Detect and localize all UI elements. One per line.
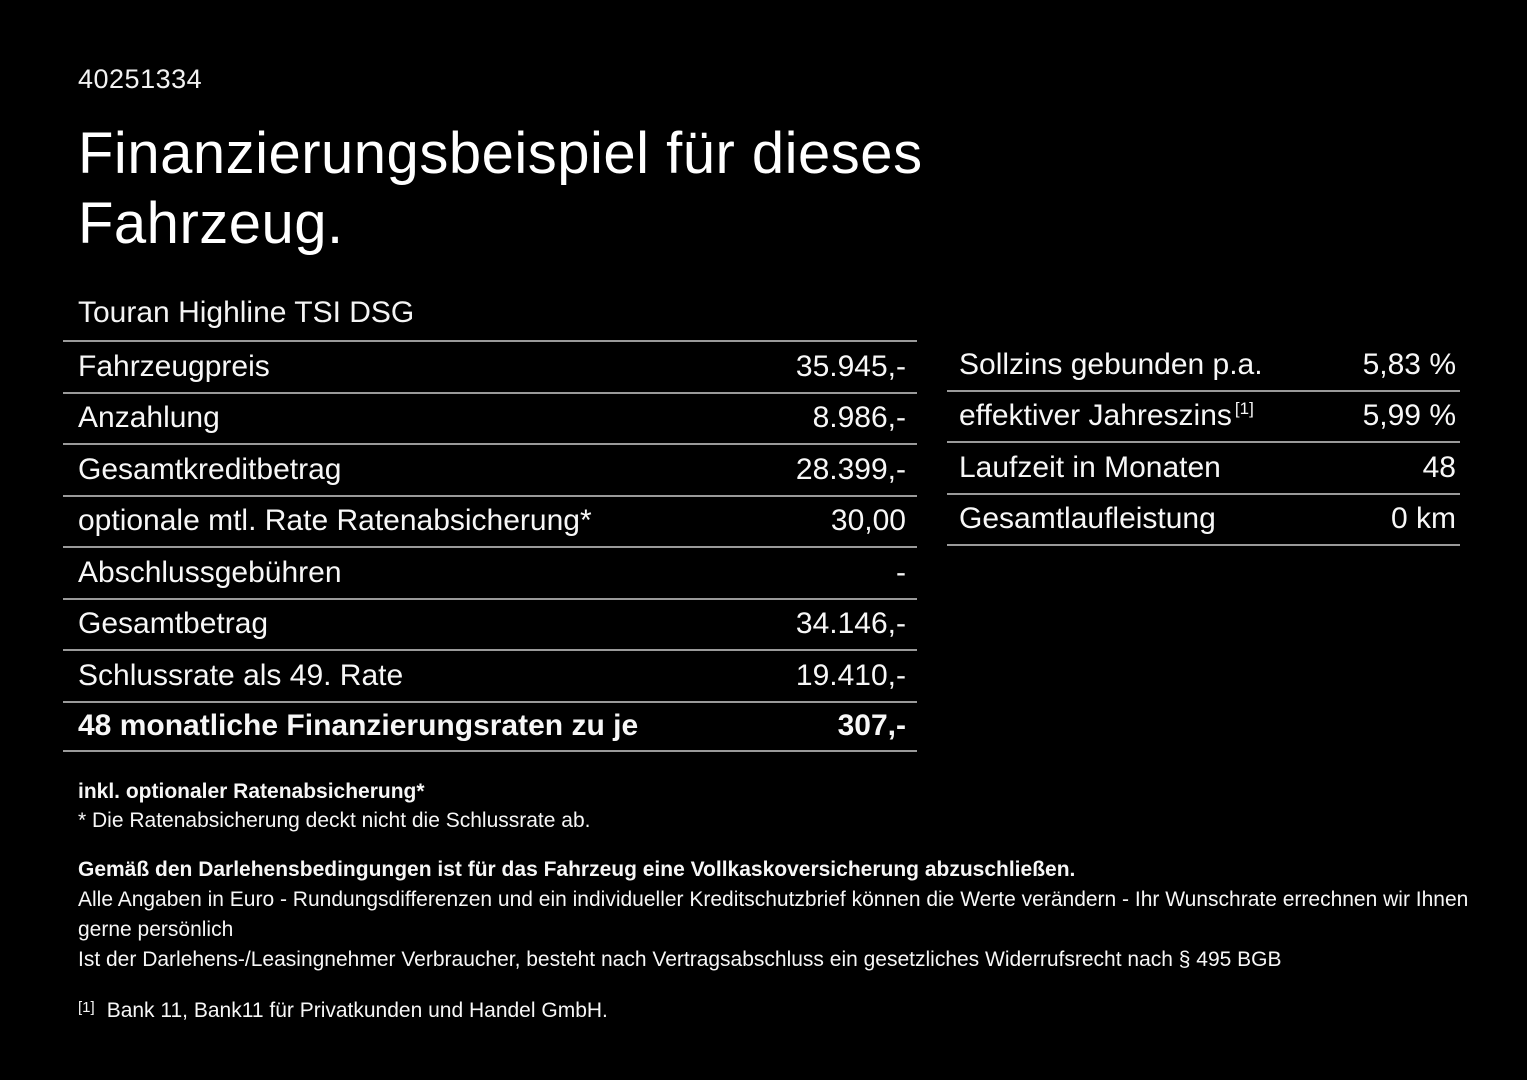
asterisk-note: * Die Ratenabsicherung deckt nicht die S… [78,809,591,832]
row-abschlussgebuehren: Abschlussgebühren - [63,546,917,598]
row-value: 5,83 % [1362,347,1456,381]
row-effektiver-jahreszins: effektiver Jahreszins [1] 5,99 % [947,392,1460,443]
row-label: effektiver Jahreszins [1] [959,399,1254,433]
row-label: Abschlussgebühren [78,555,342,589]
page-title-line1: Finanzierungsbeispiel für dieses [78,121,923,186]
row-schlussrate: Schlussrate als 49. Rate 19.410,- [63,649,917,701]
row-anzahlung: Anzahlung 8.986,- [63,391,917,444]
legal-notes: Gemäß den Darlehensbedingungen ist für d… [78,855,1527,975]
row-gesamtkreditbetrag: Gesamtkreditbetrag 28.399,- [63,443,917,495]
row-value: 5,99 % [1362,399,1456,433]
row-label: Laufzeit in Monaten [959,450,1221,484]
incl-ratenabsicherung-note: inkl. optionaler Ratenabsicherung* [78,780,425,803]
row-label: Schlussrate als 49. Rate [78,658,404,692]
row-label: Gesamtkreditbetrag [78,452,342,486]
insurance-requirement-note: Gemäß den Darlehensbedingungen ist für d… [78,858,1076,881]
row-value: 30,00 [830,504,906,538]
row-value: 34.146,- [795,607,906,641]
financing-example-page: 40251334 Finanzierungsbeispiel für diese… [63,64,1527,1025]
row-monatsraten: 48 monatliche Finanzierungsraten zu je 3… [63,700,917,752]
row-ratenabsicherung: optionale mtl. Rate Ratenabsicherung* 30… [63,494,917,547]
page-title: Finanzierungsbeispiel für dieses Fahrzeu… [78,119,1527,259]
row-value: - [896,555,906,589]
conditions-column: Sollzins gebunden p.a. 5,83 % effektiver… [947,340,1460,546]
disclaimer-line1: Alle Angaben in Euro - Rundungsdifferenz… [78,888,1469,941]
row-value: 35.945,- [795,349,906,383]
conditions-table: Sollzins gebunden p.a. 5,83 % effektiver… [947,340,1460,546]
page-title-line2: Fahrzeug. [78,191,344,256]
row-label: Sollzins gebunden p.a. [959,347,1263,381]
row-value: 28.399,- [795,452,906,486]
row-label: Gesamtbetrag [78,607,269,641]
row-value: 19.410,- [795,658,906,692]
footnote-text: Bank 11, Bank11 für Privatkunden und Han… [106,999,608,1022]
payment-table: Fahrzeugpreis 35.945,- Anzahlung 8.986,-… [63,340,917,752]
footnote-reference: [1] [1234,399,1254,419]
row-fahrzeugpreis: Fahrzeugpreis 35.945,- [63,340,917,392]
footer-notes: inkl. optionaler Ratenabsicherung* * Die… [78,777,1527,1025]
row-value: 0 km [1390,502,1456,536]
financing-tables: Touran Highline TSI DSG Fahrzeugpreis 35… [63,293,1527,752]
footnote-marker: [1] [78,999,95,1016]
row-value: 48 [1422,450,1456,484]
row-label: Gesamtlaufleistung [959,502,1216,536]
payment-column: Touran Highline TSI DSG Fahrzeugpreis 35… [63,293,917,752]
row-label: 48 monatliche Finanzierungsraten zu je [78,709,639,743]
disclaimer-line2: Ist der Darlehens-/Leasingnehmer Verbrau… [78,948,1282,971]
row-gesamtbetrag: Gesamtbetrag 34.146,- [63,597,917,650]
row-label-text: effektiver Jahreszins [959,399,1232,433]
bank-footnote: [1] Bank 11, Bank11 für Privatkunden und … [78,993,1527,1025]
vehicle-name: Touran Highline TSI DSG [78,296,415,329]
row-value: 307,- [837,709,906,743]
row-value: 8.986,- [812,401,906,435]
ratenabsicherung-notes: inkl. optionaler Ratenabsicherung* * Die… [78,777,1527,835]
row-gesamtlaufleistung: Gesamtlaufleistung 0 km [947,495,1460,546]
row-label: Anzahlung [78,401,220,435]
row-label: optionale mtl. Rate Ratenabsicherung* [78,504,592,538]
row-laufzeit: Laufzeit in Monaten 48 [947,443,1460,495]
document-id: 40251334 [78,64,203,94]
row-sollzins: Sollzins gebunden p.a. 5,83 % [947,340,1460,392]
row-label: Fahrzeugpreis [78,349,270,383]
